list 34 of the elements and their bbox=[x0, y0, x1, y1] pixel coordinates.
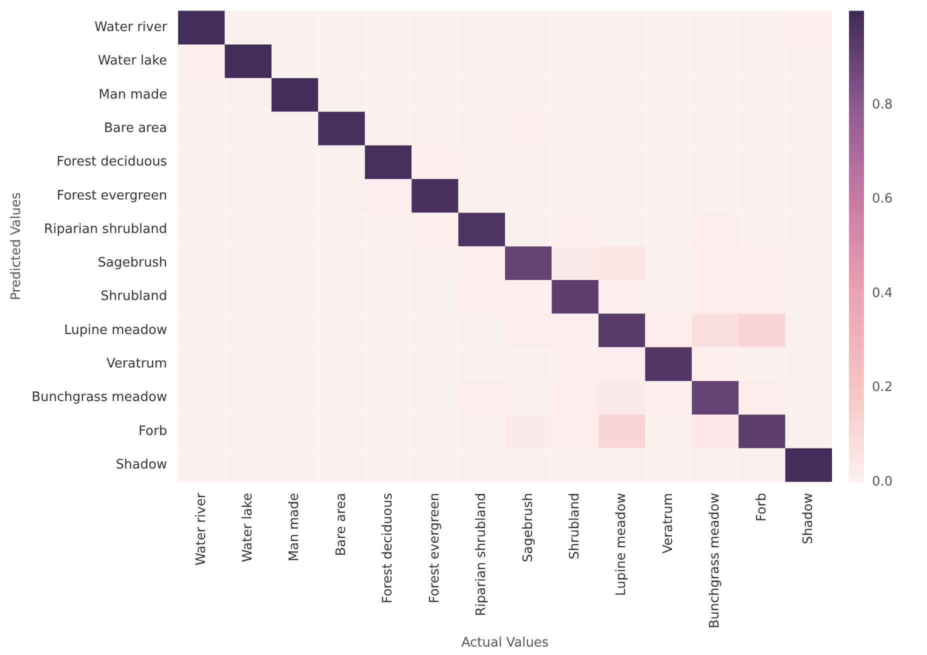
y-axis-title: Predicted Values bbox=[9, 192, 24, 300]
y-tick-label: Shadow bbox=[116, 457, 168, 472]
y-tick-label: Veratrum bbox=[106, 356, 168, 372]
y-tick-label: Bare area bbox=[104, 120, 168, 136]
y-tick-label: Lupine meadow bbox=[64, 322, 168, 338]
y-tick-label: Bunchgrass meadow bbox=[32, 390, 168, 406]
y-tick-label: Forest evergreen bbox=[56, 188, 168, 204]
color-bar-label: 0.4 bbox=[872, 286, 893, 301]
y-tick-label: Forest deciduous bbox=[56, 154, 168, 170]
y-tick-label: Water river bbox=[94, 20, 168, 35]
y-tick-label: Shrubland bbox=[100, 289, 168, 304]
color-bar-label: 0.2 bbox=[872, 380, 893, 396]
x-tick-label: Forest evergreen bbox=[427, 492, 442, 604]
y-tick-label: Water lake bbox=[98, 54, 168, 69]
x-tick-label: Sagebrush bbox=[520, 492, 536, 562]
color-bar-label: 0.0 bbox=[872, 474, 893, 490]
y-tick-label: Riparian shrubland bbox=[44, 222, 168, 237]
color-bar-label: 0.8 bbox=[872, 97, 893, 112]
x-tick-label: Man made bbox=[287, 492, 302, 562]
x-tick-label: Forest deciduous bbox=[380, 492, 396, 604]
x-tick-label: Bare area bbox=[334, 492, 349, 556]
color-bar-label: 0.6 bbox=[872, 192, 893, 207]
x-tick-label: Bunchgrass meadow bbox=[708, 492, 723, 628]
x-tick-label: Veratrum bbox=[660, 492, 676, 554]
x-tick-label: Lupine meadow bbox=[614, 492, 630, 596]
x-tick-label: Riparian shrubland bbox=[474, 492, 490, 616]
x-tick-label: Shadow bbox=[801, 492, 816, 544]
x-tick-label: Shrubland bbox=[567, 492, 582, 560]
y-tick-label: Forb bbox=[138, 424, 168, 439]
y-tick-label: Sagebrush bbox=[98, 256, 168, 271]
x-axis-title: Actual Values bbox=[461, 636, 549, 651]
y-tick-label: Man made bbox=[98, 87, 168, 102]
x-tick-label: Forb bbox=[754, 492, 770, 522]
x-tick-label: Water lake bbox=[240, 492, 256, 562]
